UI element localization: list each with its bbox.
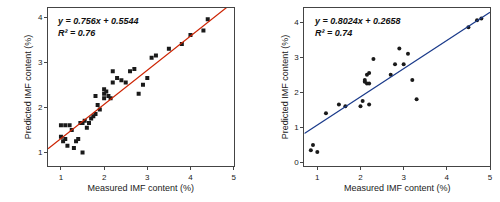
svg-text:2: 2 bbox=[38, 103, 43, 112]
svg-text:Measured IMF content (%): Measured IMF content (%) bbox=[344, 183, 451, 193]
svg-text:y = 0.8024x + 0.2658R² = 0.74: y = 0.8024x + 0.2658R² = 0.74 bbox=[314, 16, 401, 38]
svg-text:0: 0 bbox=[294, 158, 299, 167]
svg-text:1: 1 bbox=[315, 173, 320, 182]
svg-text:y = 0.756x + 0.5544R² = 0.76: y = 0.756x + 0.5544R² = 0.76 bbox=[57, 16, 139, 38]
svg-text:Measured IMF content (%): Measured IMF content (%) bbox=[88, 183, 195, 193]
svg-text:3: 3 bbox=[145, 173, 150, 182]
svg-text:4: 4 bbox=[188, 173, 193, 182]
svg-text:Predicted IMF content (%): Predicted IMF content (%) bbox=[280, 35, 290, 140]
svg-text:4: 4 bbox=[38, 13, 43, 22]
svg-text:5: 5 bbox=[488, 173, 493, 182]
svg-text:1: 1 bbox=[59, 173, 64, 182]
svg-text:4: 4 bbox=[294, 18, 299, 27]
svg-text:3: 3 bbox=[294, 53, 299, 62]
svg-text:2: 2 bbox=[358, 173, 363, 182]
svg-text:4: 4 bbox=[445, 173, 450, 182]
svg-text:3: 3 bbox=[401, 173, 406, 182]
svg-text:5: 5 bbox=[231, 173, 236, 182]
svg-text:1: 1 bbox=[38, 148, 43, 157]
svg-text:Predicted IMF content (%): Predicted IMF content (%) bbox=[23, 35, 33, 140]
svg-text:2: 2 bbox=[102, 173, 107, 182]
svg-text:1: 1 bbox=[294, 123, 299, 132]
svg-text:3: 3 bbox=[38, 58, 43, 67]
svg-text:2: 2 bbox=[294, 88, 299, 97]
